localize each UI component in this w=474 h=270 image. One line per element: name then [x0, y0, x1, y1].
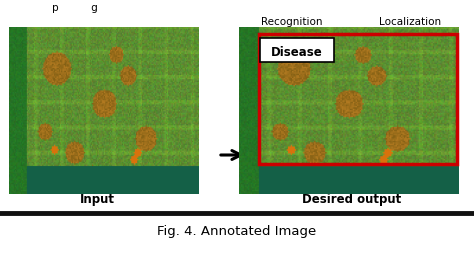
Text: Input: Input [80, 194, 115, 207]
Text: Where?: Where? [386, 28, 434, 38]
Text: p          g: p g [52, 3, 98, 13]
Text: Fig. 4. Annotated Image: Fig. 4. Annotated Image [157, 225, 317, 238]
Text: Recognition: Recognition [261, 17, 323, 27]
Text: Localization: Localization [379, 17, 441, 27]
FancyBboxPatch shape [260, 38, 335, 62]
Text: Desired output: Desired output [302, 194, 401, 207]
Text: What?: What? [272, 28, 312, 38]
Bar [259, 34, 457, 164]
Text: Disease: Disease [271, 46, 323, 59]
